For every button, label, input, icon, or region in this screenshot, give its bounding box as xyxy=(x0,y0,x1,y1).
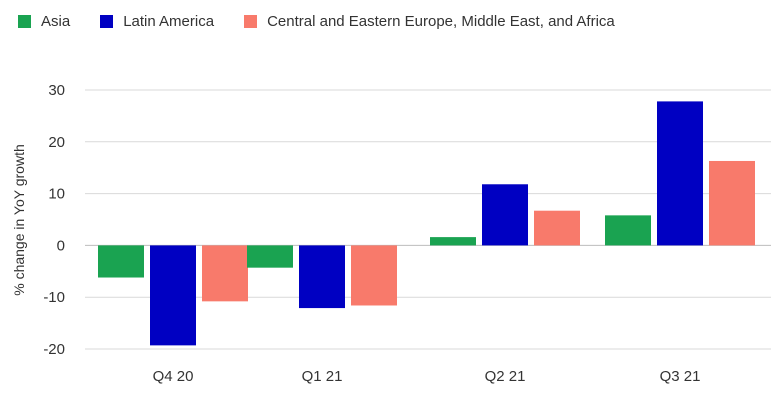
x-tick-label: Q3 21 xyxy=(660,368,701,385)
y-tick-label: 20 xyxy=(48,134,65,151)
legend-label: Central and Eastern Europe, Middle East,… xyxy=(267,13,615,30)
legend-swatch xyxy=(244,15,258,28)
bar xyxy=(605,215,651,246)
bar xyxy=(709,160,755,246)
x-tick-label: Q1 21 xyxy=(302,368,343,385)
bar xyxy=(657,101,703,246)
bar xyxy=(430,237,476,246)
y-tick-label: 10 xyxy=(48,186,65,203)
x-tick-label: Q2 21 xyxy=(485,368,526,385)
y-tick-label: 0 xyxy=(57,237,65,254)
bar xyxy=(534,210,580,246)
bar xyxy=(202,245,248,302)
chart-legend: Asia Latin America Central and Eastern Eur… xyxy=(18,13,645,30)
bar xyxy=(482,184,528,246)
legend-label: Latin America xyxy=(123,13,215,30)
bar xyxy=(150,245,196,346)
legend-swatch xyxy=(18,15,31,28)
x-tick-label: Q4 20 xyxy=(153,368,194,385)
bar xyxy=(299,245,345,309)
bar xyxy=(247,245,293,268)
legend-item: Asia xyxy=(18,13,70,30)
y-axis-title: % change in YoY growth xyxy=(11,144,27,296)
legend-swatch xyxy=(100,15,114,28)
y-tick-label: -10 xyxy=(43,289,65,306)
legend-label: Asia xyxy=(41,13,71,30)
bar xyxy=(351,245,397,306)
legend-item: Central and Eastern Europe, Middle East,… xyxy=(244,13,615,30)
bar xyxy=(98,245,144,278)
y-tick-label: -20 xyxy=(43,341,65,358)
y-tick-label: 30 xyxy=(48,82,65,99)
legend-item: Latin America xyxy=(100,13,214,30)
